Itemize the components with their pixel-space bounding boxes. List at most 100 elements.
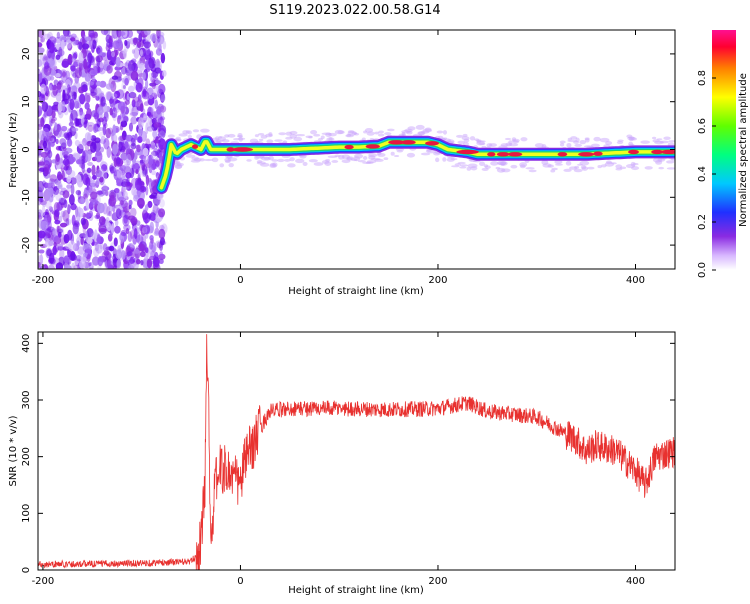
spectrogram-noise-cell — [82, 173, 89, 186]
spectrogram-halo-cell — [567, 137, 573, 141]
spectrogram-noise-cell — [44, 61, 50, 70]
spectrogram-noise-cell — [127, 181, 131, 187]
spectrogram-noise-cell — [61, 39, 65, 51]
spectrogram-noise-cell — [96, 202, 105, 214]
snr-y-label: SNR (10 * v/v) — [8, 415, 19, 486]
spectrogram-noise-cell — [80, 217, 86, 226]
spectrogram-halo-cell — [610, 162, 617, 165]
spectrogram-halo-cell — [519, 164, 526, 169]
spectrogram-noise-cell — [107, 127, 114, 135]
spectrogram-halo-cell — [593, 136, 601, 142]
spectrogram-noise-cell — [40, 117, 45, 127]
spectrogram-noise-cell — [106, 222, 112, 232]
spectrogram-halo-cell — [268, 155, 274, 161]
spectrogram-halo-cell — [283, 159, 291, 162]
spectrogram-noise-cell — [105, 83, 114, 90]
x-tick-label: 400 — [626, 576, 645, 587]
spectrogram-panel: -200 0 200 400 -20 -10 0 10 20 Height of straig… — [8, 29, 676, 297]
spectrogram-noise-cell — [44, 228, 53, 239]
spectrogram-noise-cell — [160, 52, 166, 64]
spectrogram-halo-cell — [615, 167, 623, 171]
spectrogram-noise-cell — [61, 100, 66, 112]
spectrogram-halo-cell — [575, 137, 580, 143]
spectrogram-noise-cell — [144, 166, 148, 179]
y-tick-label: 400 — [21, 334, 32, 353]
spectrogram-noise-cell — [124, 99, 130, 105]
spectrogram-halo-cell — [511, 138, 520, 143]
spectrogram-noise-cell — [112, 112, 117, 122]
spectrogram-noise-cell — [71, 85, 77, 91]
spectrogram-noise-cell — [116, 156, 121, 165]
spectrogram-halo-cell — [203, 158, 214, 162]
spectrogram-noise-cell — [141, 172, 146, 177]
spectrogram-halo-cell — [581, 166, 589, 171]
spectrogram-noise-cell — [38, 190, 44, 199]
spectrogram-noise-cell — [117, 101, 126, 111]
spectrogram-halo-cell — [459, 164, 469, 167]
spectrogram-noise-cell — [94, 150, 103, 163]
spectrogram-noise-cell — [150, 33, 157, 42]
spectrogram-halo-cell — [644, 166, 653, 170]
spectrogram-noise-cell — [146, 258, 153, 269]
spectrogram-noise-cell — [113, 90, 121, 99]
spectrogram-noise-cell — [150, 92, 158, 100]
snr-frame — [37, 331, 676, 571]
spectrogram-noise-cell — [45, 200, 52, 210]
spectrogram-halo-cell — [663, 136, 671, 140]
spectrogram-noise-cell — [113, 237, 118, 247]
spectrogram-noise-cell — [123, 205, 129, 213]
spectrogram-noise-cell — [83, 58, 88, 70]
spectrogram-noise-cell — [55, 164, 61, 170]
spectrogram-noise-cell — [40, 83, 47, 95]
spectrogram-noise-cell — [109, 166, 116, 174]
spectrogram-noise-cell — [85, 150, 92, 162]
spectrogram-noise-cell — [82, 137, 88, 146]
spectrogram-noise-cell — [84, 91, 88, 102]
spectrogram-noise-cell — [135, 82, 143, 93]
spectrogram-noise-cell — [158, 241, 164, 252]
spectrogram-x-ticks: -200 0 200 400 — [32, 30, 645, 286]
spectrogram-noise-cell — [52, 84, 58, 97]
spectrogram-noise-cell — [140, 259, 144, 266]
ridge-core — [456, 149, 479, 155]
y-tick-label: 0 — [21, 146, 32, 152]
spectrogram-halo-cell — [617, 139, 624, 143]
spectrogram-noise-cell — [75, 189, 82, 196]
spectrogram-noise-cell — [38, 130, 44, 141]
spectrogram-noise-cell — [113, 134, 118, 142]
spectrogram-noise-cell — [92, 175, 97, 181]
spectrogram-halo-cell — [200, 128, 210, 133]
spectrogram-noise-cell — [154, 67, 162, 74]
spectrogram-noise-cell — [103, 138, 110, 150]
spectrogram-noise-cell — [128, 204, 132, 210]
spectrogram-noise-cell — [159, 91, 165, 103]
spectrogram-noise-cell — [55, 181, 63, 188]
spectrogram-halo-cell — [331, 160, 339, 163]
spectrogram-noise-cell — [55, 138, 59, 145]
spectrogram-noise-cell — [158, 36, 164, 45]
spectrogram-noise-cell — [138, 167, 143, 176]
spectrogram-halo-cell — [378, 130, 384, 134]
spectrogram-halo-cell — [508, 143, 519, 147]
spectrogram-noise-cell — [55, 72, 61, 78]
colorbar-ticks: 0.0 0.2 0.4 0.6 0.8 — [697, 70, 716, 278]
spectrogram-noise-cell — [86, 253, 91, 263]
spectrogram-noise-cell — [108, 194, 117, 207]
spectrogram-noise-cell — [79, 93, 86, 105]
spectrogram-noise-cell — [84, 131, 92, 142]
spectrogram-noise-cell — [142, 165, 148, 176]
spectrogram-noise-cell — [88, 262, 92, 267]
ridge-core — [400, 140, 416, 145]
spectrogram-noise-cell — [39, 50, 44, 61]
y-tick-label: -20 — [21, 237, 32, 253]
spectrogram-noise-cell — [145, 174, 150, 186]
spectrogram-noise-cell — [87, 81, 95, 86]
spectrogram-noise-cell — [147, 117, 152, 129]
spectrogram-noise-cell — [38, 198, 41, 206]
spectrogram-noise-cell — [131, 99, 136, 108]
spectrogram-halo-cell — [310, 130, 318, 135]
spectrogram-noise-cell — [137, 197, 145, 209]
spectrogram-noise-cell — [70, 250, 76, 261]
snr-x-label: Height of straight line (km) — [288, 585, 424, 596]
spectrogram-noise-cell — [158, 258, 164, 265]
